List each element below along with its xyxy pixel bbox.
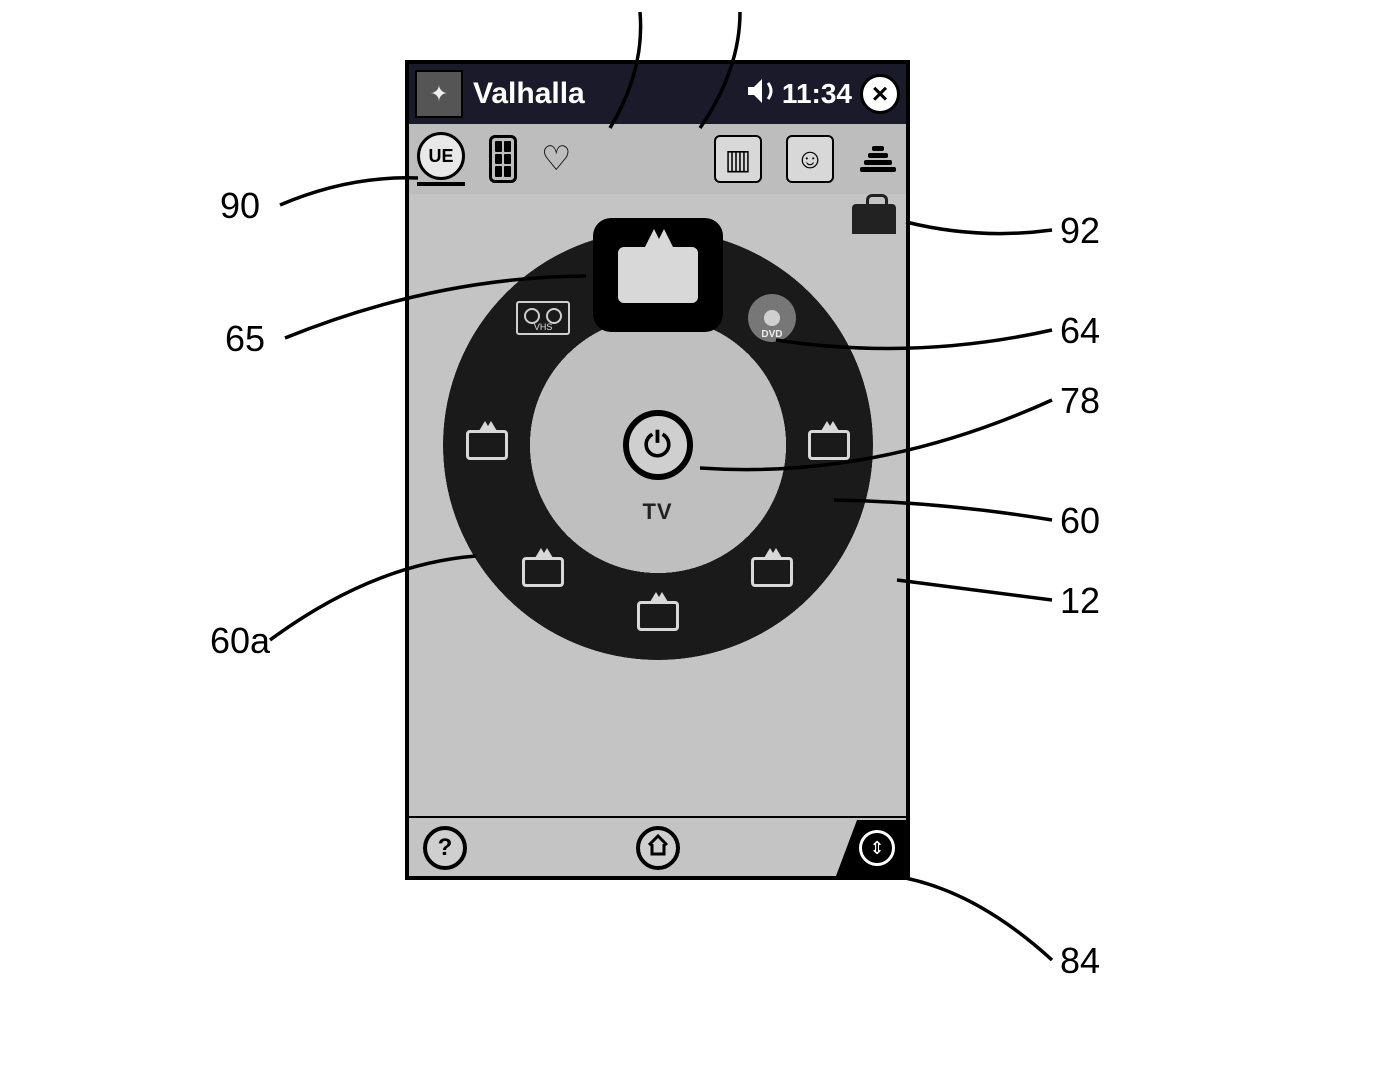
center-device-label: TV xyxy=(443,499,873,525)
tv-device-3[interactable] xyxy=(799,415,859,475)
expand-button[interactable]: ⇕ xyxy=(836,820,906,876)
callout-60a: 60a xyxy=(210,620,270,662)
help-icon: ? xyxy=(438,834,453,862)
callout-84: 84 xyxy=(1060,940,1100,982)
app-title: Valhalla xyxy=(473,77,746,111)
signal-icon xyxy=(858,146,898,172)
ue-icon: UE xyxy=(417,132,465,180)
tv-icon xyxy=(808,430,850,460)
callout-60: 60 xyxy=(1060,500,1100,542)
tv-device-6[interactable] xyxy=(628,586,688,646)
tv-icon xyxy=(751,557,793,587)
device-wheel: VHS DVD ⏻ TV xyxy=(443,230,873,660)
volume-icon[interactable] xyxy=(746,77,780,112)
brand-icon: ✦ xyxy=(415,70,463,118)
tv-big-icon xyxy=(618,247,698,303)
close-icon: × xyxy=(872,78,888,110)
dvd-icon: DVD xyxy=(748,294,796,342)
tv-device-2[interactable] xyxy=(457,415,517,475)
tv-icon xyxy=(522,557,564,587)
callout-92: 92 xyxy=(1060,210,1100,252)
power-icon: ⏻ xyxy=(644,426,671,465)
close-button[interactable]: × xyxy=(860,74,900,114)
home-icon xyxy=(646,833,670,864)
reserved-icon[interactable]: ▥ xyxy=(714,135,762,183)
toolbar: UE ♡ ▥ ☺ xyxy=(409,124,906,194)
heart-icon[interactable]: ♡ xyxy=(541,139,571,179)
clock: 11:34 xyxy=(782,78,852,110)
tv-icon xyxy=(466,430,508,460)
help-button[interactable]: ? xyxy=(423,826,467,870)
remote-icon[interactable] xyxy=(489,135,517,183)
vhs-device[interactable]: VHS xyxy=(513,288,573,348)
callout-12: 12 xyxy=(1060,580,1100,622)
power-button[interactable]: ⏻ xyxy=(623,410,693,480)
expand-icon: ⇕ xyxy=(859,830,895,866)
main-area: VHS DVD ⏻ TV xyxy=(409,194,906,816)
device-frame: ✦ Valhalla 11:34 × UE ♡ ▥ ☺ xyxy=(405,60,910,880)
tv-icon xyxy=(637,601,679,631)
home-button[interactable] xyxy=(636,826,680,870)
callout-90: 90 xyxy=(220,185,260,227)
callout-65: 65 xyxy=(225,318,265,360)
bottom-bar: ? ⇕ xyxy=(409,816,906,876)
figure-canvas: ✦ Valhalla 11:34 × UE ♡ ▥ ☺ xyxy=(0,0,1396,1083)
callout-78: 78 xyxy=(1060,380,1100,422)
tv-device-4[interactable] xyxy=(513,542,573,602)
callout-64: 64 xyxy=(1060,310,1100,352)
titlebar: ✦ Valhalla 11:34 × xyxy=(409,64,906,124)
dvd-device[interactable]: DVD xyxy=(742,288,802,348)
ue-button[interactable]: UE xyxy=(417,132,465,186)
vhs-icon: VHS xyxy=(516,301,570,335)
tv-device-5[interactable] xyxy=(742,542,802,602)
wheel-selected-tv[interactable] xyxy=(593,218,723,332)
face-icon[interactable]: ☺ xyxy=(786,135,834,183)
